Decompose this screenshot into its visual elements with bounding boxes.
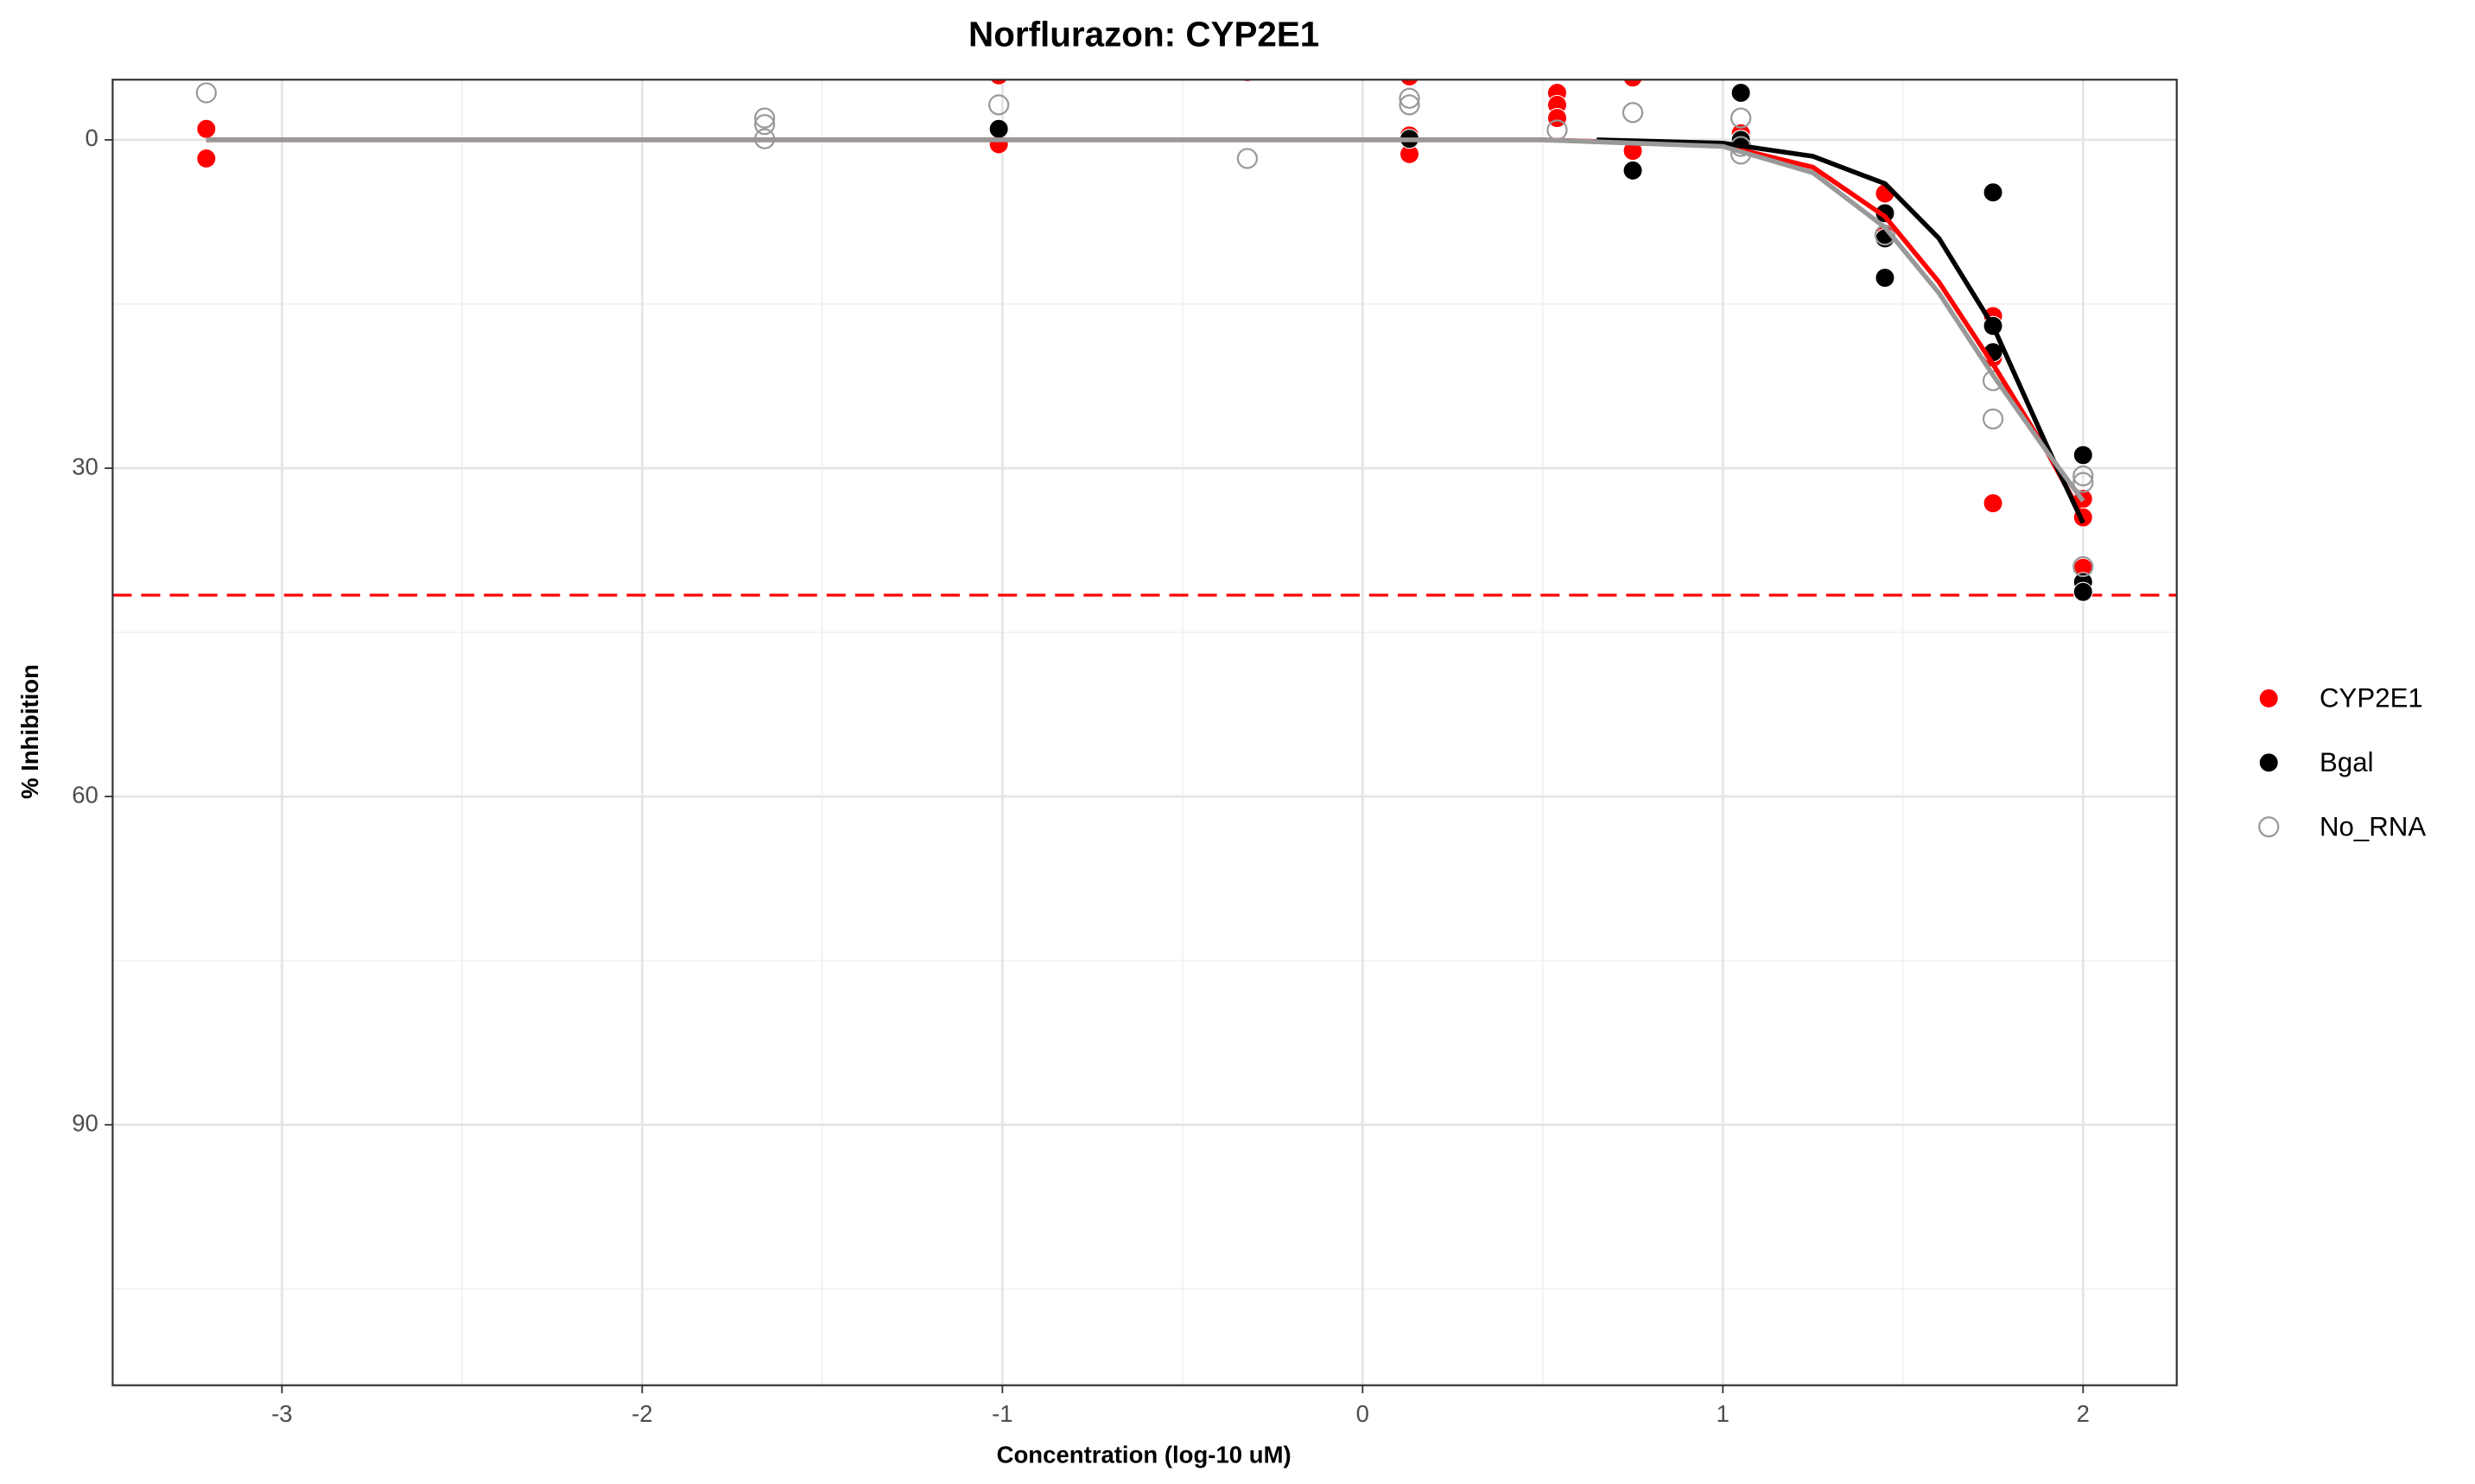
fit-curve — [1596, 137, 2085, 524]
data-point — [1875, 267, 1895, 289]
data-point — [1399, 94, 1420, 116]
y-axis-label: % Inhibition — [16, 664, 43, 799]
data-point — [1621, 102, 1644, 124]
data-point — [1730, 107, 1752, 129]
data-point — [2072, 445, 2093, 466]
data-point — [1983, 182, 2003, 203]
axes: -3 -2 -1 0 1 2 0 30 60 90 — [72, 124, 2090, 1427]
data-point — [1982, 408, 2004, 430]
panel-border — [111, 79, 2178, 1386]
data-point — [196, 148, 217, 169]
data-point — [1875, 203, 1895, 224]
x-tick-label: 1 — [1717, 1400, 1729, 1427]
legend-label: CYP2E1 — [2320, 683, 2423, 713]
legend-marker — [2258, 816, 2280, 838]
data-point — [754, 107, 776, 129]
data-point — [195, 82, 217, 104]
fit-curve — [206, 137, 2085, 503]
data-point — [2072, 555, 2094, 578]
data-point — [1622, 160, 1643, 181]
y-tick-label: 90 — [72, 1109, 98, 1136]
data-point — [1399, 79, 1419, 87]
data-point — [2072, 581, 2093, 602]
data-point — [1236, 148, 1259, 169]
x-tick-label: -2 — [631, 1400, 652, 1427]
grid — [112, 79, 2177, 1386]
data-point — [1546, 119, 1568, 141]
data-point — [2072, 472, 2094, 493]
data-point — [1622, 79, 1643, 88]
data-point — [1730, 82, 1751, 104]
x-tick-label: -3 — [271, 1400, 292, 1427]
x-axis-label: Concentration (log-10 uM) — [997, 1442, 1291, 1468]
data-point — [1983, 492, 2003, 514]
legend: CYP2E1 Bgal No_RNA — [2258, 683, 2426, 841]
legend-marker — [2258, 688, 2279, 709]
chart-title: Norflurazon: CYP2E1 — [968, 14, 1319, 54]
x-tick-label: 2 — [2077, 1400, 2090, 1427]
y-tick-label: 30 — [72, 453, 98, 479]
legend-label: Bgal — [2320, 747, 2373, 777]
data-point — [196, 118, 217, 139]
x-tick-label: -1 — [992, 1400, 1012, 1427]
data-point — [988, 94, 1010, 116]
data-point — [1399, 87, 1420, 109]
y-tick-label: 0 — [86, 124, 98, 151]
data-point — [989, 79, 1008, 86]
data-point — [988, 118, 1009, 139]
data-point — [754, 114, 776, 136]
plot-area — [112, 79, 2177, 602]
x-tick-label: 0 — [1356, 1400, 1369, 1427]
data-point — [2072, 465, 2094, 487]
legend-marker — [2258, 752, 2279, 773]
y-tick-label: 60 — [72, 781, 98, 808]
legend-label: No_RNA — [2320, 811, 2426, 841]
